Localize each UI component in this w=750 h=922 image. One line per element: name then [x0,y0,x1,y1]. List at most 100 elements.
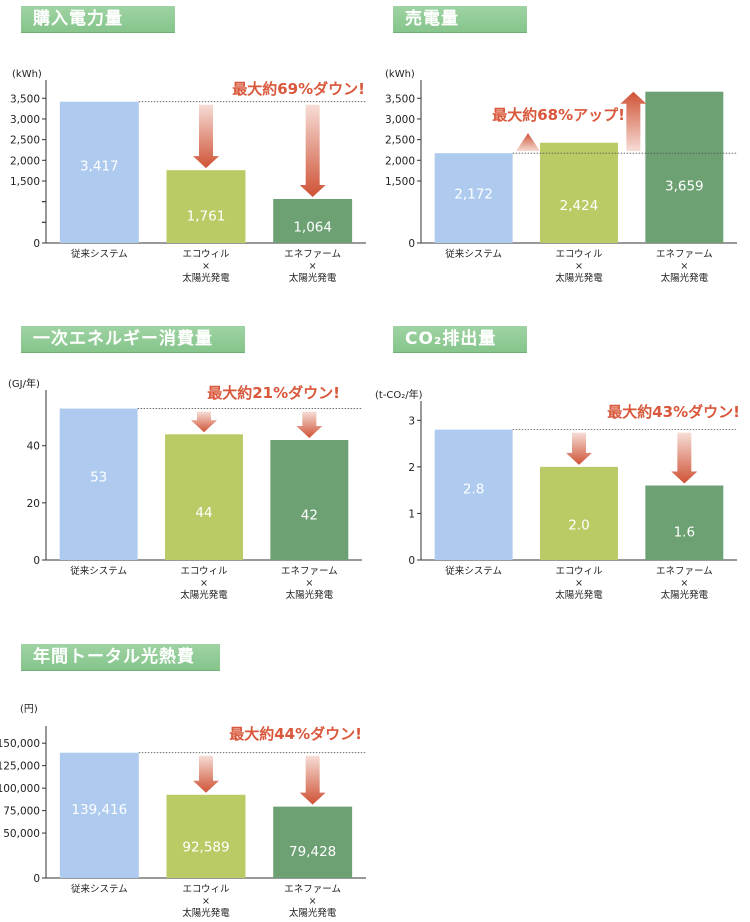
category-label: エコウィル [180,566,228,577]
category-label: エコウィル [555,566,603,577]
category-label: 太陽光発電 [289,907,337,919]
bar-value-label: 3,659 [665,179,704,195]
bar-value-label: 2,424 [560,198,599,214]
y-tick-label: 0 [408,555,415,567]
bar-2 [645,485,724,560]
y-axis-unit: (GJ/年) [8,377,40,390]
callout-arrow [671,432,698,484]
callout-arrow [299,755,326,805]
bar-value-label: 1,761 [187,208,226,224]
callout-arrow [620,91,647,152]
y-tick-label: 3,500 [10,93,40,105]
category-label: 従来システム [445,248,502,260]
chart-title: 売電量 [393,6,527,33]
category-label: × [202,261,210,272]
y-tick-label: 1,500 [385,176,415,188]
chart-svg: (kWh) 0 1,500 2,000 2,500 3,000 3,500 3,417 従来シス… [10,69,366,284]
callout-arrow [193,755,219,793]
y-axis-unit: (kWh) [385,69,415,80]
bar-value-label: 92,589 [182,839,229,855]
category-label: 太陽光発電 [182,272,230,284]
chart-panel-sold-power: 売電量 (kWh) 0 1,500 2,000 2,500 3,000 3,500 2,172… [375,0,750,300]
category-label: 太陽光発電 [555,589,603,601]
chart-title: 一次エネルギー消費量 [21,326,245,353]
chart-svg: (GJ/年)0204053従来システム44エコウィル×太陽光発電42エネファーム… [8,377,362,601]
bar-0 [434,153,513,243]
category-label: × [309,261,317,272]
bar-2 [273,806,353,878]
y-axis-unit: (t-CO₂/年) [375,388,423,401]
bar-2 [645,91,724,243]
callout-text: 最大約43%ダウン! [607,403,740,421]
y-tick-label: 3,000 [385,114,415,126]
category-label: 従来システム [70,565,127,577]
category-label: × [680,578,688,589]
callout-arrow [299,104,326,198]
y-tick-label: 100,000 [0,783,40,795]
category-label: × [200,578,208,589]
bar-1 [166,170,246,243]
bar-2 [273,199,353,243]
y-tick-label: 0 [33,555,40,567]
category-label: 従来システム [71,248,128,260]
y-tick-label: 20 [27,498,40,510]
bar-value-label: 139,416 [71,802,127,818]
callout-arrow [516,133,541,152]
bar-0 [59,408,138,560]
y-tick-label: 2,000 [10,155,40,167]
chart-panel-purchased-power: 購入電力量 (kWh) 0 1,500 2,000 2,500 3,000 3,500 3,4… [0,0,375,300]
callout-text: 最大約21%ダウン! [207,384,340,402]
callout-arrow [193,104,219,169]
bar-value-label: 1,064 [293,219,332,235]
bar-1 [166,794,246,878]
category-label: 太陽光発電 [182,907,230,919]
y-tick-label: 50,000 [3,828,40,840]
bar-0 [59,752,139,878]
y-tick-label: 2,500 [385,135,415,147]
bar-0 [59,101,139,244]
chart-panel-utility-cost: 年間トータル光熱費 (円) 0 50,000 75,000 100,000 125,000… [0,636,375,922]
bar-value-label: 53 [90,470,107,486]
bar-1 [165,434,243,560]
y-tick-label: 0 [33,873,40,885]
y-tick-label: 75,000 [3,806,40,818]
bar-value-label: 79,428 [289,844,336,860]
y-tick-label: 150,000 [0,738,40,750]
chart-svg: (kWh) 0 1,500 2,000 2,500 3,000 3,500 2,172 従来シス… [385,69,737,284]
chart-svg: (円) 0 50,000 75,000 100,000 125,000 150,000 139… [0,704,366,919]
category-label: × [202,896,210,907]
callout-text: 最大約68%アップ! [492,106,625,124]
category-label: 太陽光発電 [289,272,337,284]
category-label: エネファーム [281,566,338,577]
category-label: × [680,261,688,272]
y-tick-label: 2,500 [10,135,40,147]
y-tick-label: 2,000 [385,155,415,167]
chart-panel-primary-energy: 一次エネルギー消費量 (GJ/年) 0 20 40 53 従来システム 44 エコウィル × 太陽… [0,318,375,618]
chart-panel-co2: CO₂排出量 (t-CO₂/年) 0 1 2 3 2.8 従来システム 2.0 エコウィル × 太陽… [375,318,750,618]
category-label: 太陽光発電 [661,589,709,601]
category-label: エネファーム [284,249,341,260]
y-tick-label: 0 [408,238,415,250]
y-axis-unit: (円) [20,704,38,715]
bar-0 [434,429,513,560]
y-tick-label: 3,000 [10,114,40,126]
category-label: エコウィル [555,249,603,260]
category-label: 太陽光発電 [555,272,603,284]
callout-arrow [191,411,217,433]
bar-value-label: 44 [195,505,212,521]
y-tick-label: 3,500 [385,93,415,105]
category-label: 従来システム [445,565,502,577]
y-tick-label: 1 [408,508,415,520]
category-label: 太陽光発電 [180,589,228,601]
category-label: 太陽光発電 [661,272,709,284]
bar-value-label: 2,172 [454,187,493,203]
bar-value-label: 2.8 [463,481,484,497]
y-tick-label: 125,000 [0,761,40,773]
callout-text: 最大約44%ダウン! [229,725,362,743]
bar-value-label: 2.0 [568,518,589,534]
bar-value-label: 3,417 [80,158,119,174]
chart-title: CO₂排出量 [393,326,527,353]
bar-value-label: 1.6 [674,525,695,541]
bar-1 [540,466,618,560]
bar-2 [270,440,349,560]
